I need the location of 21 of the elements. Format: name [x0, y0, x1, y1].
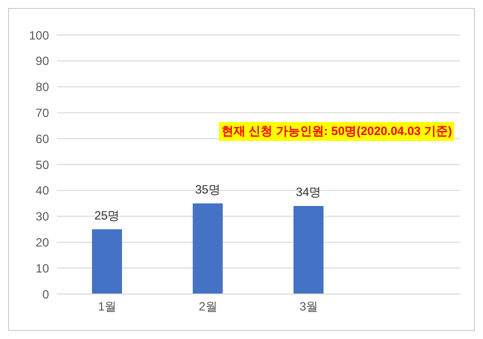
y-tick-label: 80 — [36, 80, 50, 94]
bar — [294, 206, 324, 294]
y-tick-label: 10 — [36, 261, 50, 276]
bar — [92, 229, 122, 294]
data-label: 34명 — [296, 184, 322, 199]
y-tick-label: 60 — [36, 132, 50, 146]
data-label: 25명 — [94, 208, 120, 222]
bar — [192, 203, 223, 294]
annotation: 현재 신청 가능인원: 50명(2020.04.03 기준) — [219, 122, 454, 141]
y-tick-label: 30 — [36, 210, 50, 224]
y-tick-label: 50 — [36, 158, 50, 172]
y-tick-label: 70 — [36, 106, 50, 120]
x-tick-label: 1월 — [98, 300, 117, 314]
y-tick-label: 40 — [36, 184, 50, 198]
x-tick-label: 3월 — [300, 300, 318, 314]
y-tick-label: 100 — [28, 28, 50, 42]
y-tick-label: 0 — [42, 287, 50, 302]
y-tick-label: 90 — [36, 54, 50, 68]
y-tick-label: 20 — [36, 235, 50, 250]
x-tick-label: 2월 — [198, 300, 218, 314]
data-label: 35명 — [195, 182, 220, 196]
